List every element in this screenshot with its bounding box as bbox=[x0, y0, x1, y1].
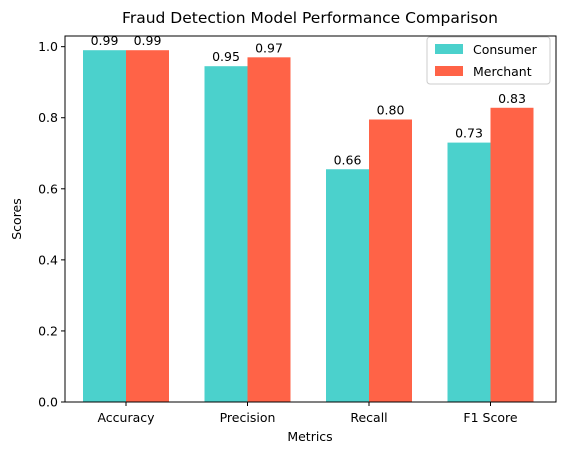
chart-title: Fraud Detection Model Performance Compar… bbox=[122, 9, 498, 27]
bar-merchant-1 bbox=[247, 57, 291, 403]
bar-consumer-0 bbox=[83, 50, 126, 402]
legend-swatch-merchant bbox=[435, 66, 463, 76]
x-tick-label-1: Precision bbox=[220, 410, 276, 425]
data-label-consumer-0: 0.99 bbox=[91, 33, 119, 48]
bars-group bbox=[83, 50, 534, 403]
y-tick-label-2: 0.4 bbox=[38, 252, 58, 267]
legend-label-merchant: Merchant bbox=[473, 64, 532, 79]
bar-merchant-0 bbox=[126, 50, 169, 402]
y-axis-label: Scores bbox=[9, 198, 24, 240]
data-label-merchant-3: 0.83 bbox=[498, 91, 526, 106]
y-axis: 0.0 0.2 0.4 0.6 0.8 1.0 bbox=[38, 39, 65, 410]
x-axis-label: Metrics bbox=[287, 429, 332, 444]
data-labels-group: 0.99 0.95 0.66 0.73 0.99 0.97 0.80 0.83 bbox=[91, 33, 526, 167]
y-tick-label-1: 0.2 bbox=[38, 323, 58, 338]
legend-label-consumer: Consumer bbox=[473, 42, 538, 57]
legend-swatch-consumer bbox=[435, 44, 463, 54]
plot-frame bbox=[64, 35, 557, 403]
data-label-consumer-3: 0.73 bbox=[455, 126, 483, 141]
bar-consumer-2 bbox=[326, 169, 369, 402]
x-tick-label-3: F1 Score bbox=[463, 410, 517, 425]
data-label-merchant-1: 0.97 bbox=[255, 40, 283, 55]
legend: Consumer Merchant bbox=[426, 36, 551, 85]
data-label-merchant-2: 0.80 bbox=[377, 103, 405, 118]
y-tick-label-0: 0.0 bbox=[38, 395, 58, 410]
bar-merchant-2 bbox=[369, 119, 412, 402]
y-tick-label-5: 1.0 bbox=[38, 39, 58, 54]
x-tick-label-2: Recall bbox=[350, 410, 387, 425]
data-label-merchant-0: 0.99 bbox=[134, 33, 162, 48]
x-axis: Accuracy Precision Recall F1 Score bbox=[97, 402, 518, 425]
data-label-consumer-1: 0.95 bbox=[212, 49, 240, 64]
bar-consumer-3 bbox=[447, 142, 491, 403]
x-tick-label-0: Accuracy bbox=[97, 410, 155, 425]
y-tick-label-3: 0.6 bbox=[38, 181, 58, 196]
y-tick-label-4: 0.8 bbox=[38, 110, 58, 125]
bar-merchant-3 bbox=[490, 107, 534, 403]
bar-consumer-1 bbox=[204, 66, 248, 402]
data-label-consumer-2: 0.66 bbox=[334, 152, 362, 167]
